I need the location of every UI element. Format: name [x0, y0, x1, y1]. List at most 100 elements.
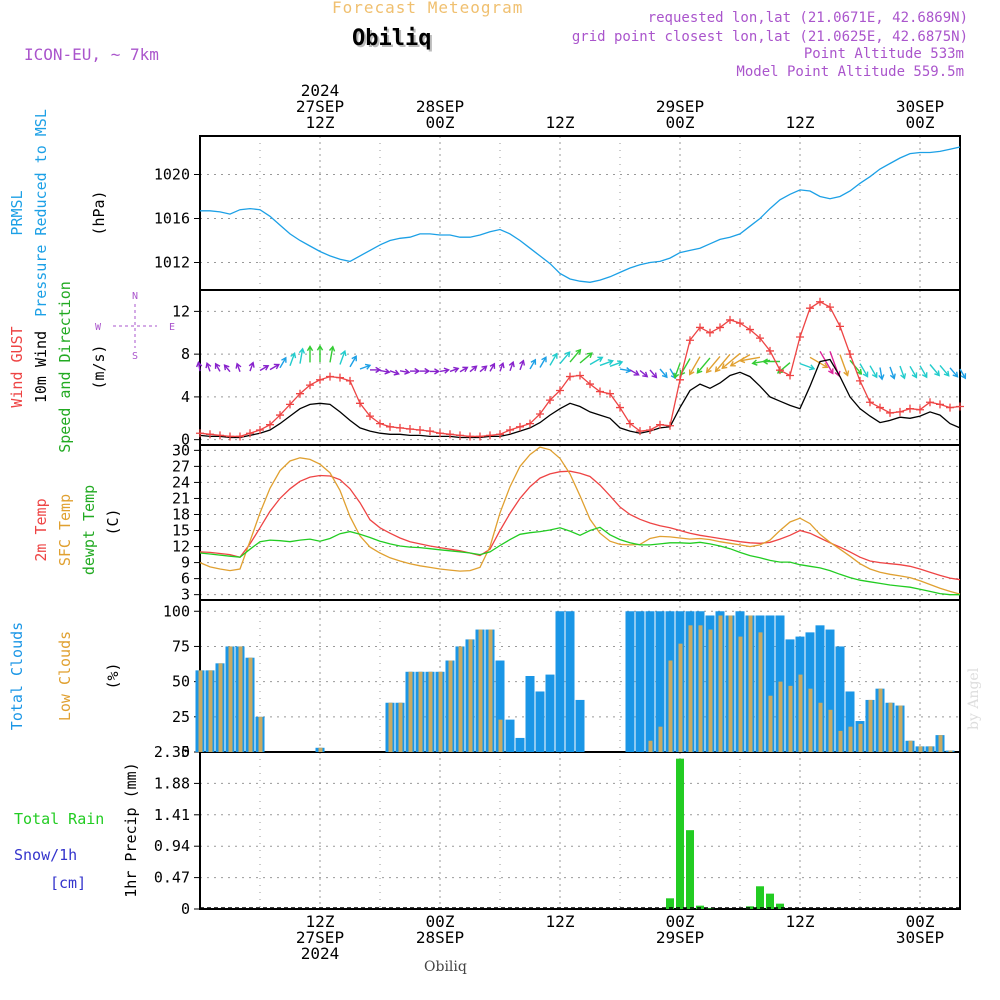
series-10m-wind [199, 358, 961, 439]
gust-marker [286, 400, 294, 409]
wind-arrow [289, 352, 296, 366]
low-cloud-bar [258, 716, 263, 752]
wind-arrow-head [424, 367, 431, 375]
ytick-label-precip: 0 [181, 900, 190, 918]
gust-marker [296, 389, 304, 398]
wind-arrow-head [552, 352, 558, 359]
gust-marker [636, 427, 644, 436]
gust-marker [896, 407, 904, 416]
rain-bar [756, 886, 764, 909]
low-cloud-bar [818, 702, 823, 752]
gust-marker [916, 405, 924, 414]
rain-bar [766, 893, 774, 909]
low-cloud-bar [898, 705, 903, 752]
gust-marker [546, 396, 554, 405]
low-cloud-bar [648, 740, 653, 752]
compass-s: S [132, 351, 138, 362]
wind-arrow-head [375, 366, 382, 374]
gust-marker [526, 419, 534, 428]
snow-label: Snow/1h [14, 846, 77, 864]
gust-marker [506, 426, 514, 435]
wind-arrow [619, 368, 631, 372]
wind-arrow-head [575, 348, 582, 355]
wind-arrow [379, 369, 390, 373]
gust-marker [786, 371, 794, 380]
gust-marker [496, 430, 504, 439]
wind-arrow-head [586, 352, 593, 359]
point-altitude: Point Altitude 533m [803, 46, 964, 62]
wind-arrow-head [921, 372, 928, 379]
model-point-altitude: Model Point Altitude 559.5m [736, 64, 964, 80]
wind-arrow-head [195, 360, 203, 368]
wind-arrow-head [616, 360, 624, 367]
low-cloud-bar [738, 636, 743, 752]
low-cloud-bar [748, 615, 753, 752]
gust-marker [906, 404, 914, 413]
ytick-label-wind: 4 [181, 388, 190, 406]
gust-marker [856, 376, 864, 385]
ytick-label-temperature: 24 [172, 473, 190, 491]
wind-arrow [589, 356, 603, 366]
wind-arrow-head [564, 351, 571, 358]
wind-arrow [224, 364, 231, 373]
gust-marker [196, 429, 204, 438]
wind-arrow-head [943, 370, 950, 377]
gust-marker [476, 432, 484, 441]
total-cloud-bar [635, 611, 645, 752]
top-time-label: 12Z [306, 113, 335, 132]
station-name: Obiliq [352, 26, 432, 51]
temp-label: 2m Temp [32, 498, 50, 561]
wind-arrow-head [673, 372, 680, 379]
wind-arrow [359, 364, 371, 370]
rain-bar [666, 898, 674, 909]
bottom-time-label: 12Z [306, 912, 335, 931]
wind-arrow-head [404, 368, 411, 375]
gust-marker [326, 372, 334, 381]
wind-arrow-head [498, 361, 505, 369]
total-cloud-bar [825, 629, 835, 752]
wind-arrow-head [306, 345, 314, 352]
low-cloud-bar [718, 615, 723, 752]
top-time-label: 28SEP [416, 97, 464, 116]
gust-marker [776, 366, 784, 375]
wind-arrow [469, 365, 477, 373]
gust-marker [556, 386, 564, 395]
wind-arrow-head [721, 363, 728, 370]
gust-marker [426, 427, 434, 436]
low-cloud-bar [688, 625, 693, 752]
gust-marker [276, 411, 284, 420]
wind-arrow [919, 365, 928, 378]
panel-precip: 0 0.47 0.94 1.41 1.88 2.35 [154, 743, 961, 918]
ytick-label-temperature: 3 [181, 586, 190, 604]
gust-marker [616, 403, 624, 412]
ytick-label-wind: 0 [181, 431, 190, 449]
compass-e: E [169, 322, 175, 333]
wind-arrow-head [414, 367, 421, 375]
total-cloud-bar [645, 611, 655, 752]
total-cloud-bar [845, 691, 855, 752]
gust-marker [416, 426, 424, 435]
gust-marker [446, 430, 454, 439]
gust-marker [946, 403, 954, 412]
total-cloud-bar [815, 625, 825, 752]
low-cloud-bar [788, 685, 793, 752]
wind-arrow [479, 365, 487, 373]
wind-arrow-head [651, 372, 658, 379]
low-cloud-bar [668, 660, 673, 752]
wind-arrow [399, 370, 410, 374]
low-cloud-bar [918, 746, 923, 752]
wind-arrow-head [541, 356, 547, 363]
wind-arrow [489, 363, 495, 372]
compass-n: N [132, 291, 138, 302]
top-time-label: 29SEP [656, 97, 704, 116]
wind-arrow-head [696, 367, 703, 374]
rain-bar [676, 758, 684, 909]
ytick-label-clouds: 75 [172, 637, 190, 655]
gust-marker [226, 432, 234, 441]
wind-arrow-head [607, 359, 614, 366]
ytick-label-clouds: 0 [181, 743, 190, 761]
wind-arrow-head [328, 345, 336, 352]
total-cloud-bar [505, 719, 515, 752]
low-cloud-bar [928, 746, 933, 752]
